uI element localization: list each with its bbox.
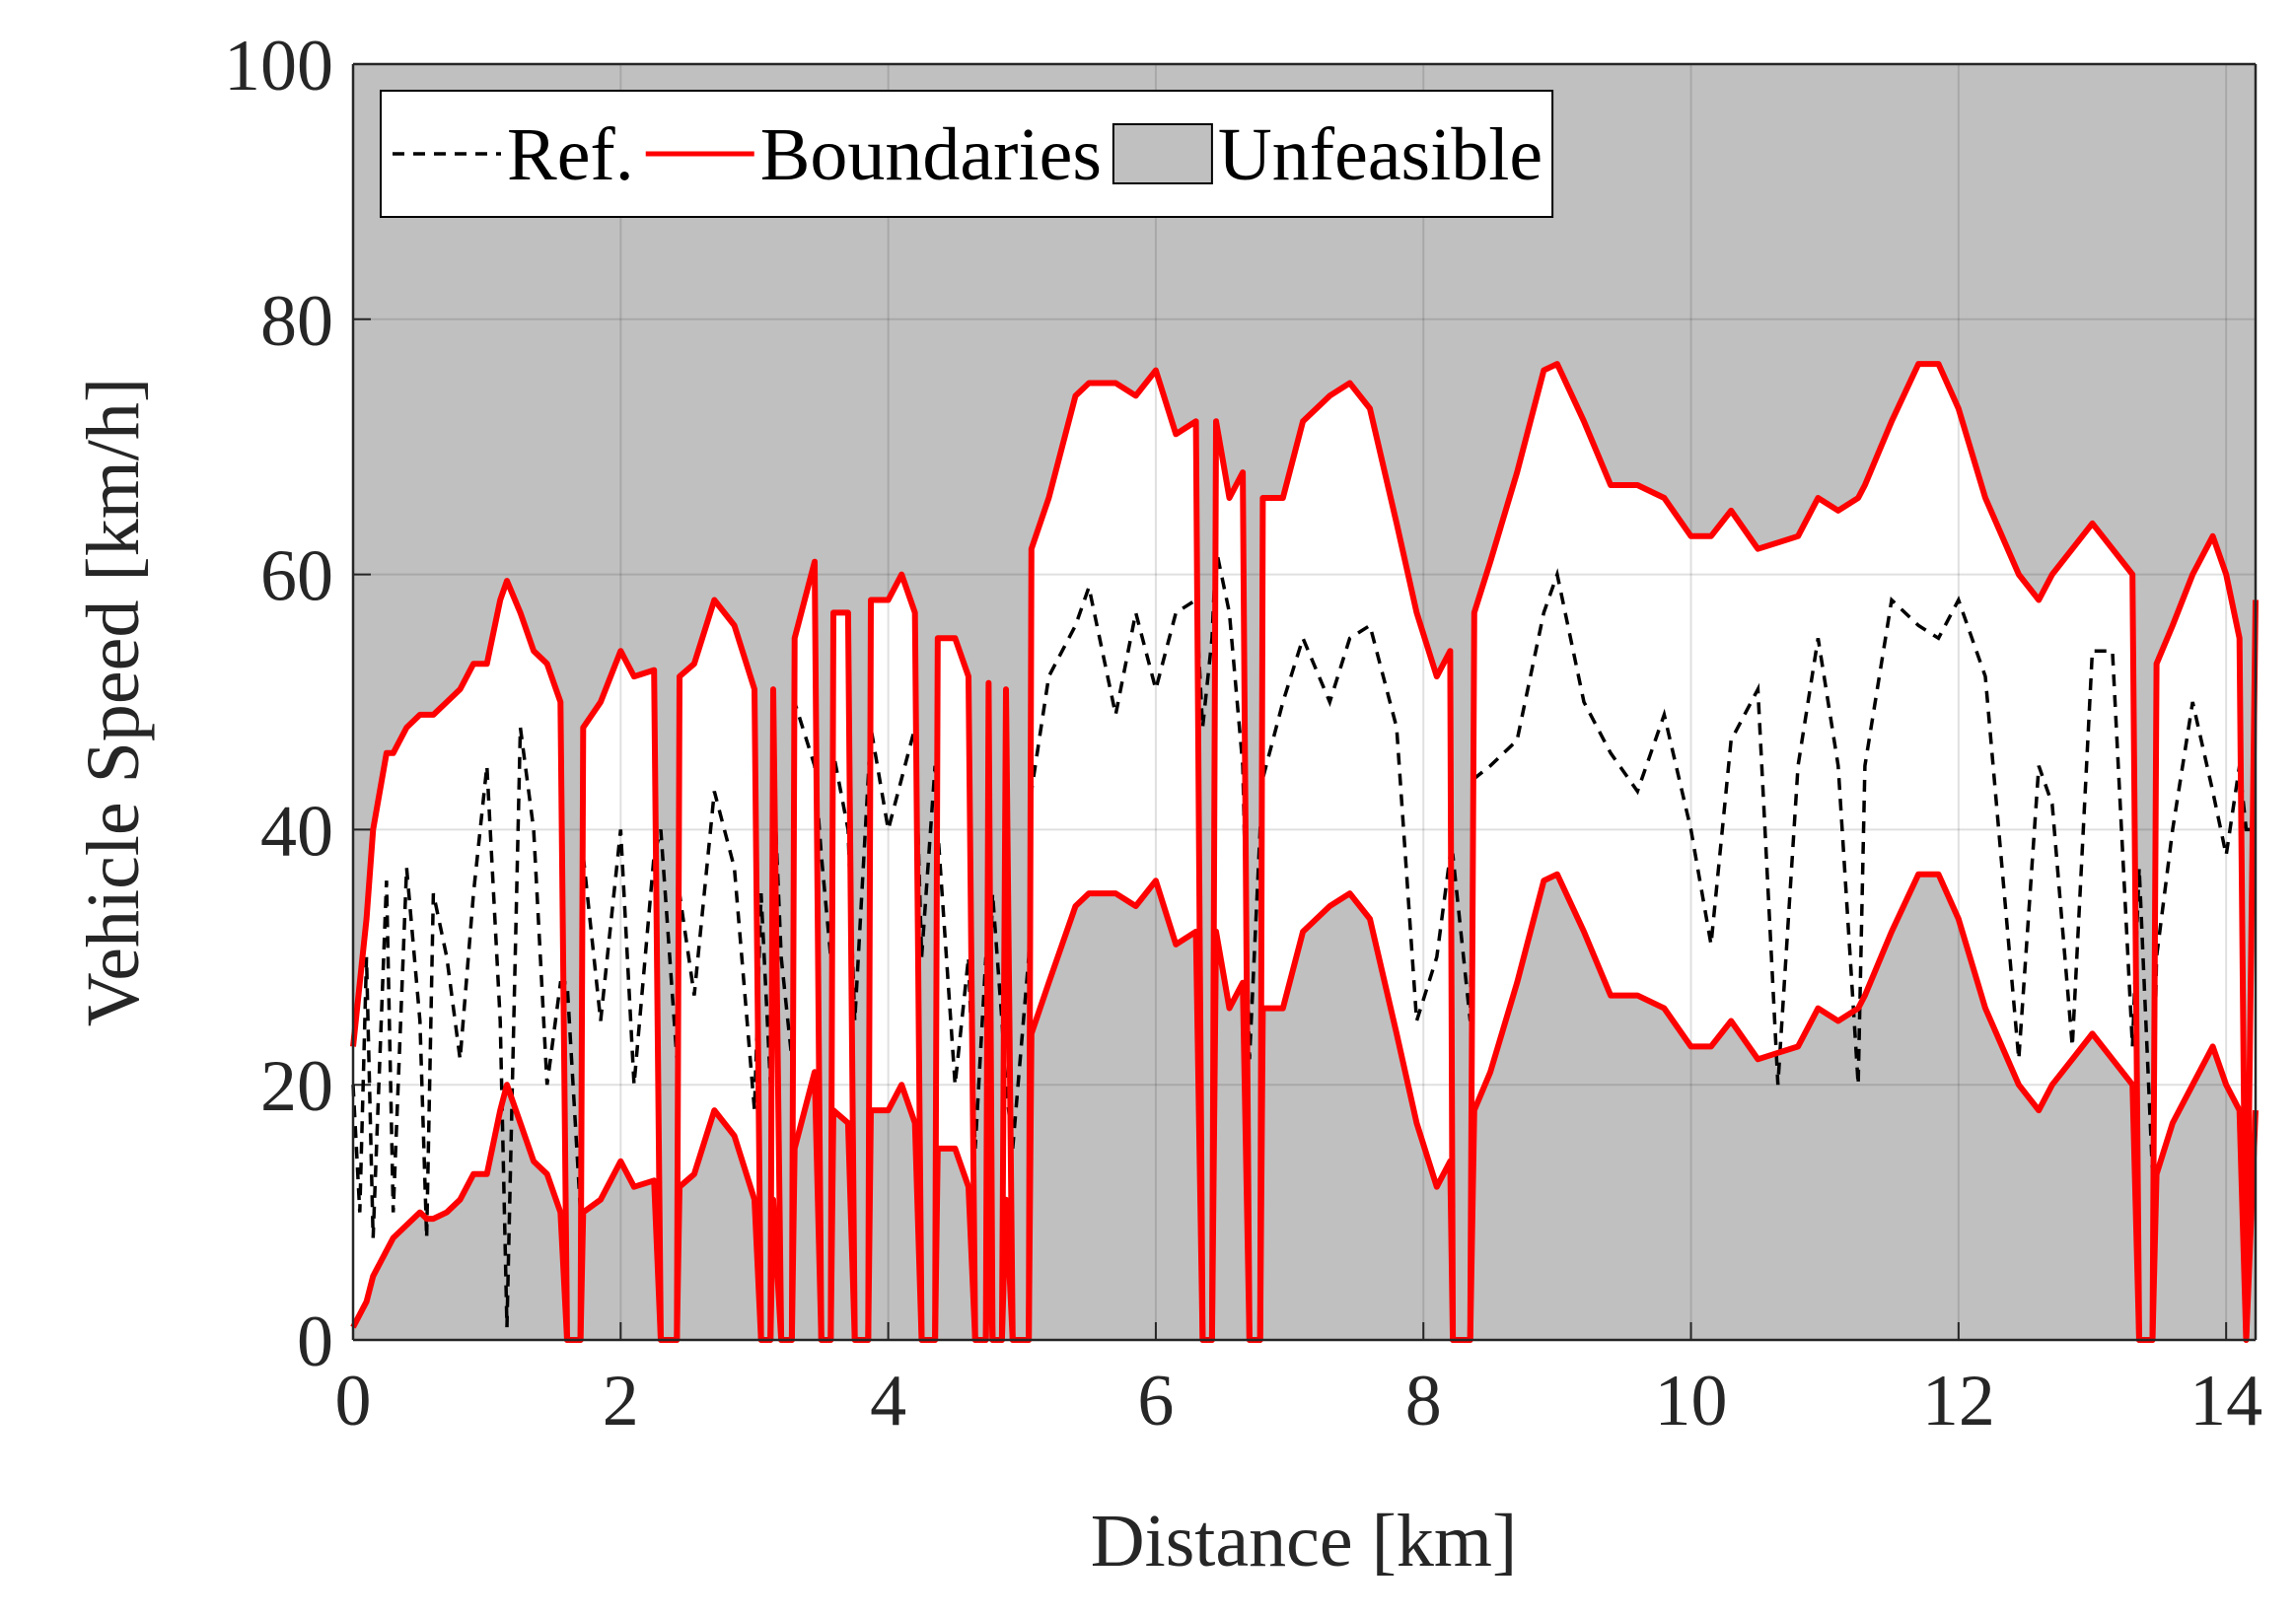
x-tick-label: 2 [603, 1361, 639, 1441]
legend-label: Ref. [507, 113, 634, 196]
legend-label: Unfeasible [1218, 113, 1543, 196]
upper-boundary [350, 361, 2259, 1343]
y-axis-label: Vehicle Speed [km/h] [72, 378, 155, 1026]
ref-line [351, 548, 2256, 1328]
x-tick-label: 14 [2189, 1361, 2262, 1441]
y-tick-label: 100 [224, 26, 333, 106]
y-tick-label: 20 [260, 1046, 333, 1127]
y-tick-label: 40 [260, 791, 333, 872]
legend: Ref. Boundaries Unfeasible [380, 90, 1554, 218]
x-tick-label: 8 [1405, 1361, 1442, 1441]
x-axis-label: Distance [km] [1091, 1500, 1518, 1582]
x-tick-label: 0 [335, 1361, 372, 1441]
feasible-area [353, 364, 2256, 1341]
legend-swatch [1112, 123, 1213, 184]
x-tick-label: 12 [1922, 1361, 1995, 1441]
y-tick-label: 0 [297, 1301, 333, 1382]
lower-boundary [350, 871, 2259, 1343]
x-tick-label: 4 [870, 1361, 906, 1441]
legend-label: Boundaries [760, 113, 1102, 196]
y-tick-label: 80 [260, 281, 333, 362]
y-tick-label: 60 [260, 536, 333, 617]
legend-box [380, 90, 1554, 218]
x-tick-label: 10 [1655, 1361, 1728, 1441]
x-tick-label: 6 [1137, 1361, 1174, 1441]
